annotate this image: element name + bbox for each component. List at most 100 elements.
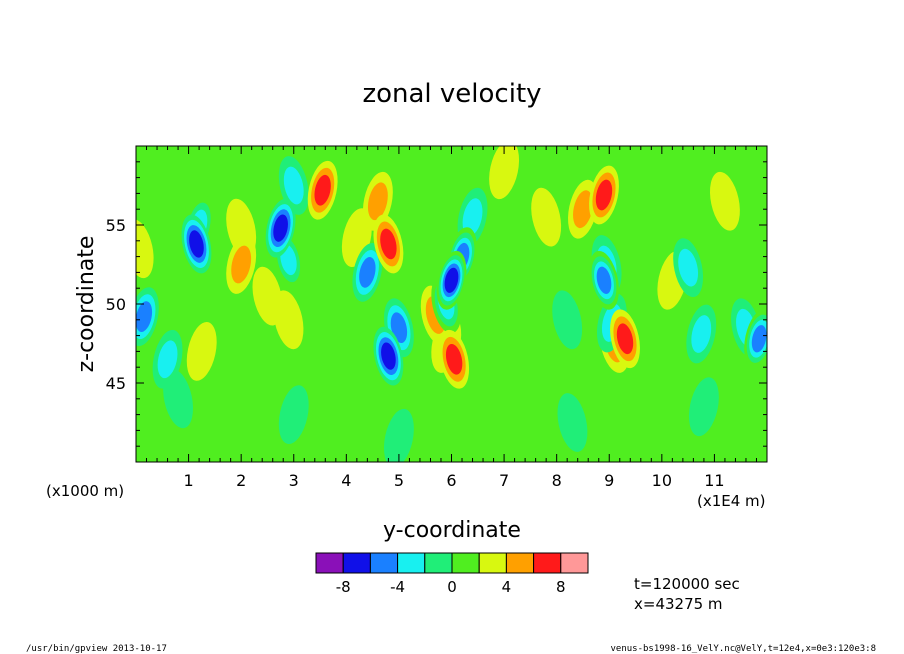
colorbar-swatch <box>424 552 453 574</box>
contour-feature <box>278 385 309 444</box>
colorbar-tick-label: 8 <box>556 578 566 596</box>
contour-feature <box>181 214 212 274</box>
contour-level <box>383 408 414 462</box>
y-scale-note: (x1000 m) <box>46 482 124 500</box>
contour-level <box>273 214 288 242</box>
contour-feature <box>226 235 257 294</box>
contour-level <box>380 228 397 260</box>
contour-level <box>531 187 562 247</box>
x-tick-label: 4 <box>341 471 351 490</box>
contour-level <box>136 219 154 279</box>
colorbar-swatch <box>342 552 371 574</box>
contour-feature <box>531 187 562 247</box>
contour-feature <box>273 290 304 350</box>
contour-level <box>444 267 459 293</box>
x-tick-label: 2 <box>236 471 246 490</box>
x-tick-label: 8 <box>552 471 562 490</box>
colorbar-tick-label: 4 <box>502 578 512 596</box>
contour-feature <box>373 214 404 274</box>
y-tick-label: 50 <box>106 295 126 314</box>
contour-level <box>359 257 376 288</box>
colorbar-swatch <box>397 552 426 574</box>
contour-level <box>688 377 719 437</box>
footer-right: venus-bs1998-16_VelY.nc@VelY,t=12e4,x=0e… <box>610 644 876 654</box>
contour-level <box>595 179 613 211</box>
contour-level <box>489 146 520 200</box>
contour-level <box>751 325 767 353</box>
contour-level <box>596 266 612 294</box>
x-tick-label: 5 <box>394 471 404 490</box>
contour-level <box>445 343 463 375</box>
contour-feature <box>589 165 619 225</box>
contour-feature <box>610 309 640 369</box>
contour-feature <box>136 219 154 279</box>
contour-feature <box>383 408 414 462</box>
x-tick-label: 1 <box>183 471 193 490</box>
y-tick-label: 55 <box>106 216 126 235</box>
contour-feature <box>436 250 467 310</box>
x-tick-label: 6 <box>446 471 456 490</box>
contour-feature <box>686 304 717 364</box>
colorbar-swatch <box>315 552 344 574</box>
contour-level <box>186 322 217 381</box>
colorbar-swatch <box>533 552 562 574</box>
time-annotation: t=120000 sec <box>634 575 740 593</box>
x-tick-label: 10 <box>652 471 672 490</box>
contour-level <box>709 171 740 231</box>
x-tick-label: 9 <box>604 471 614 490</box>
contour-level <box>691 315 712 353</box>
contour-feature <box>186 322 217 381</box>
x-axis-ticks: 1 2 3 4 5 6 7 8 9 10 11 <box>135 146 768 490</box>
x-tick-label: 7 <box>499 471 509 490</box>
contour-feature <box>589 250 619 310</box>
colorbar-swatch <box>478 552 507 574</box>
colorbar-swatch <box>451 552 480 574</box>
x-scale-note: (x1E4 m) <box>697 492 766 510</box>
contour-level <box>273 290 304 350</box>
contour-field <box>136 146 767 462</box>
contour-level <box>381 342 396 370</box>
contour-level <box>189 230 204 258</box>
contour-level <box>367 182 388 221</box>
colorbar-swatch <box>505 552 535 574</box>
colorbar-tick-label: -8 <box>336 578 351 596</box>
contour-feature <box>709 171 740 231</box>
y-axis-label: z-coordinate <box>74 236 99 373</box>
contour-feature <box>439 329 470 389</box>
contour-level <box>157 340 178 379</box>
contour-feature <box>152 329 183 389</box>
contour-feature <box>489 146 520 200</box>
contour-level <box>552 290 583 350</box>
x-tick-label: 11 <box>704 471 724 490</box>
contour-level <box>314 174 331 206</box>
contour-level <box>557 393 588 452</box>
colorbar-tick-label: 0 <box>447 578 457 596</box>
contour-feature <box>307 160 338 220</box>
contour-feature <box>265 198 296 258</box>
position-annotation: x=43275 m <box>634 595 723 613</box>
colorbar-tick-label: -4 <box>390 578 405 596</box>
x-axis-label: y-coordinate <box>383 518 521 543</box>
colorbar-swatch <box>369 552 399 574</box>
contour-feature <box>373 326 404 386</box>
contour-feature <box>552 290 583 350</box>
x-tick-label: 3 <box>289 471 299 490</box>
contour-level <box>678 248 699 287</box>
y-tick-label: 45 <box>106 374 126 393</box>
contour-level <box>231 245 252 284</box>
contour-level <box>136 301 153 332</box>
contour-feature <box>688 377 719 437</box>
contour-level <box>278 385 309 444</box>
chart-title: zonal velocity <box>362 79 541 109</box>
contour-level <box>283 166 304 205</box>
contour-level <box>573 190 593 229</box>
contour-feature <box>557 393 588 452</box>
contour-feature <box>352 243 383 302</box>
colorbar-swatch <box>560 552 589 574</box>
y-axis-ticks: 45 50 55 <box>106 145 767 463</box>
contour-feature <box>673 238 704 298</box>
footer-left: /usr/bin/gpview 2013-10-17 <box>26 644 167 654</box>
colorbar: -8 -4 0 4 8 <box>315 552 589 596</box>
contour-level <box>462 198 483 236</box>
